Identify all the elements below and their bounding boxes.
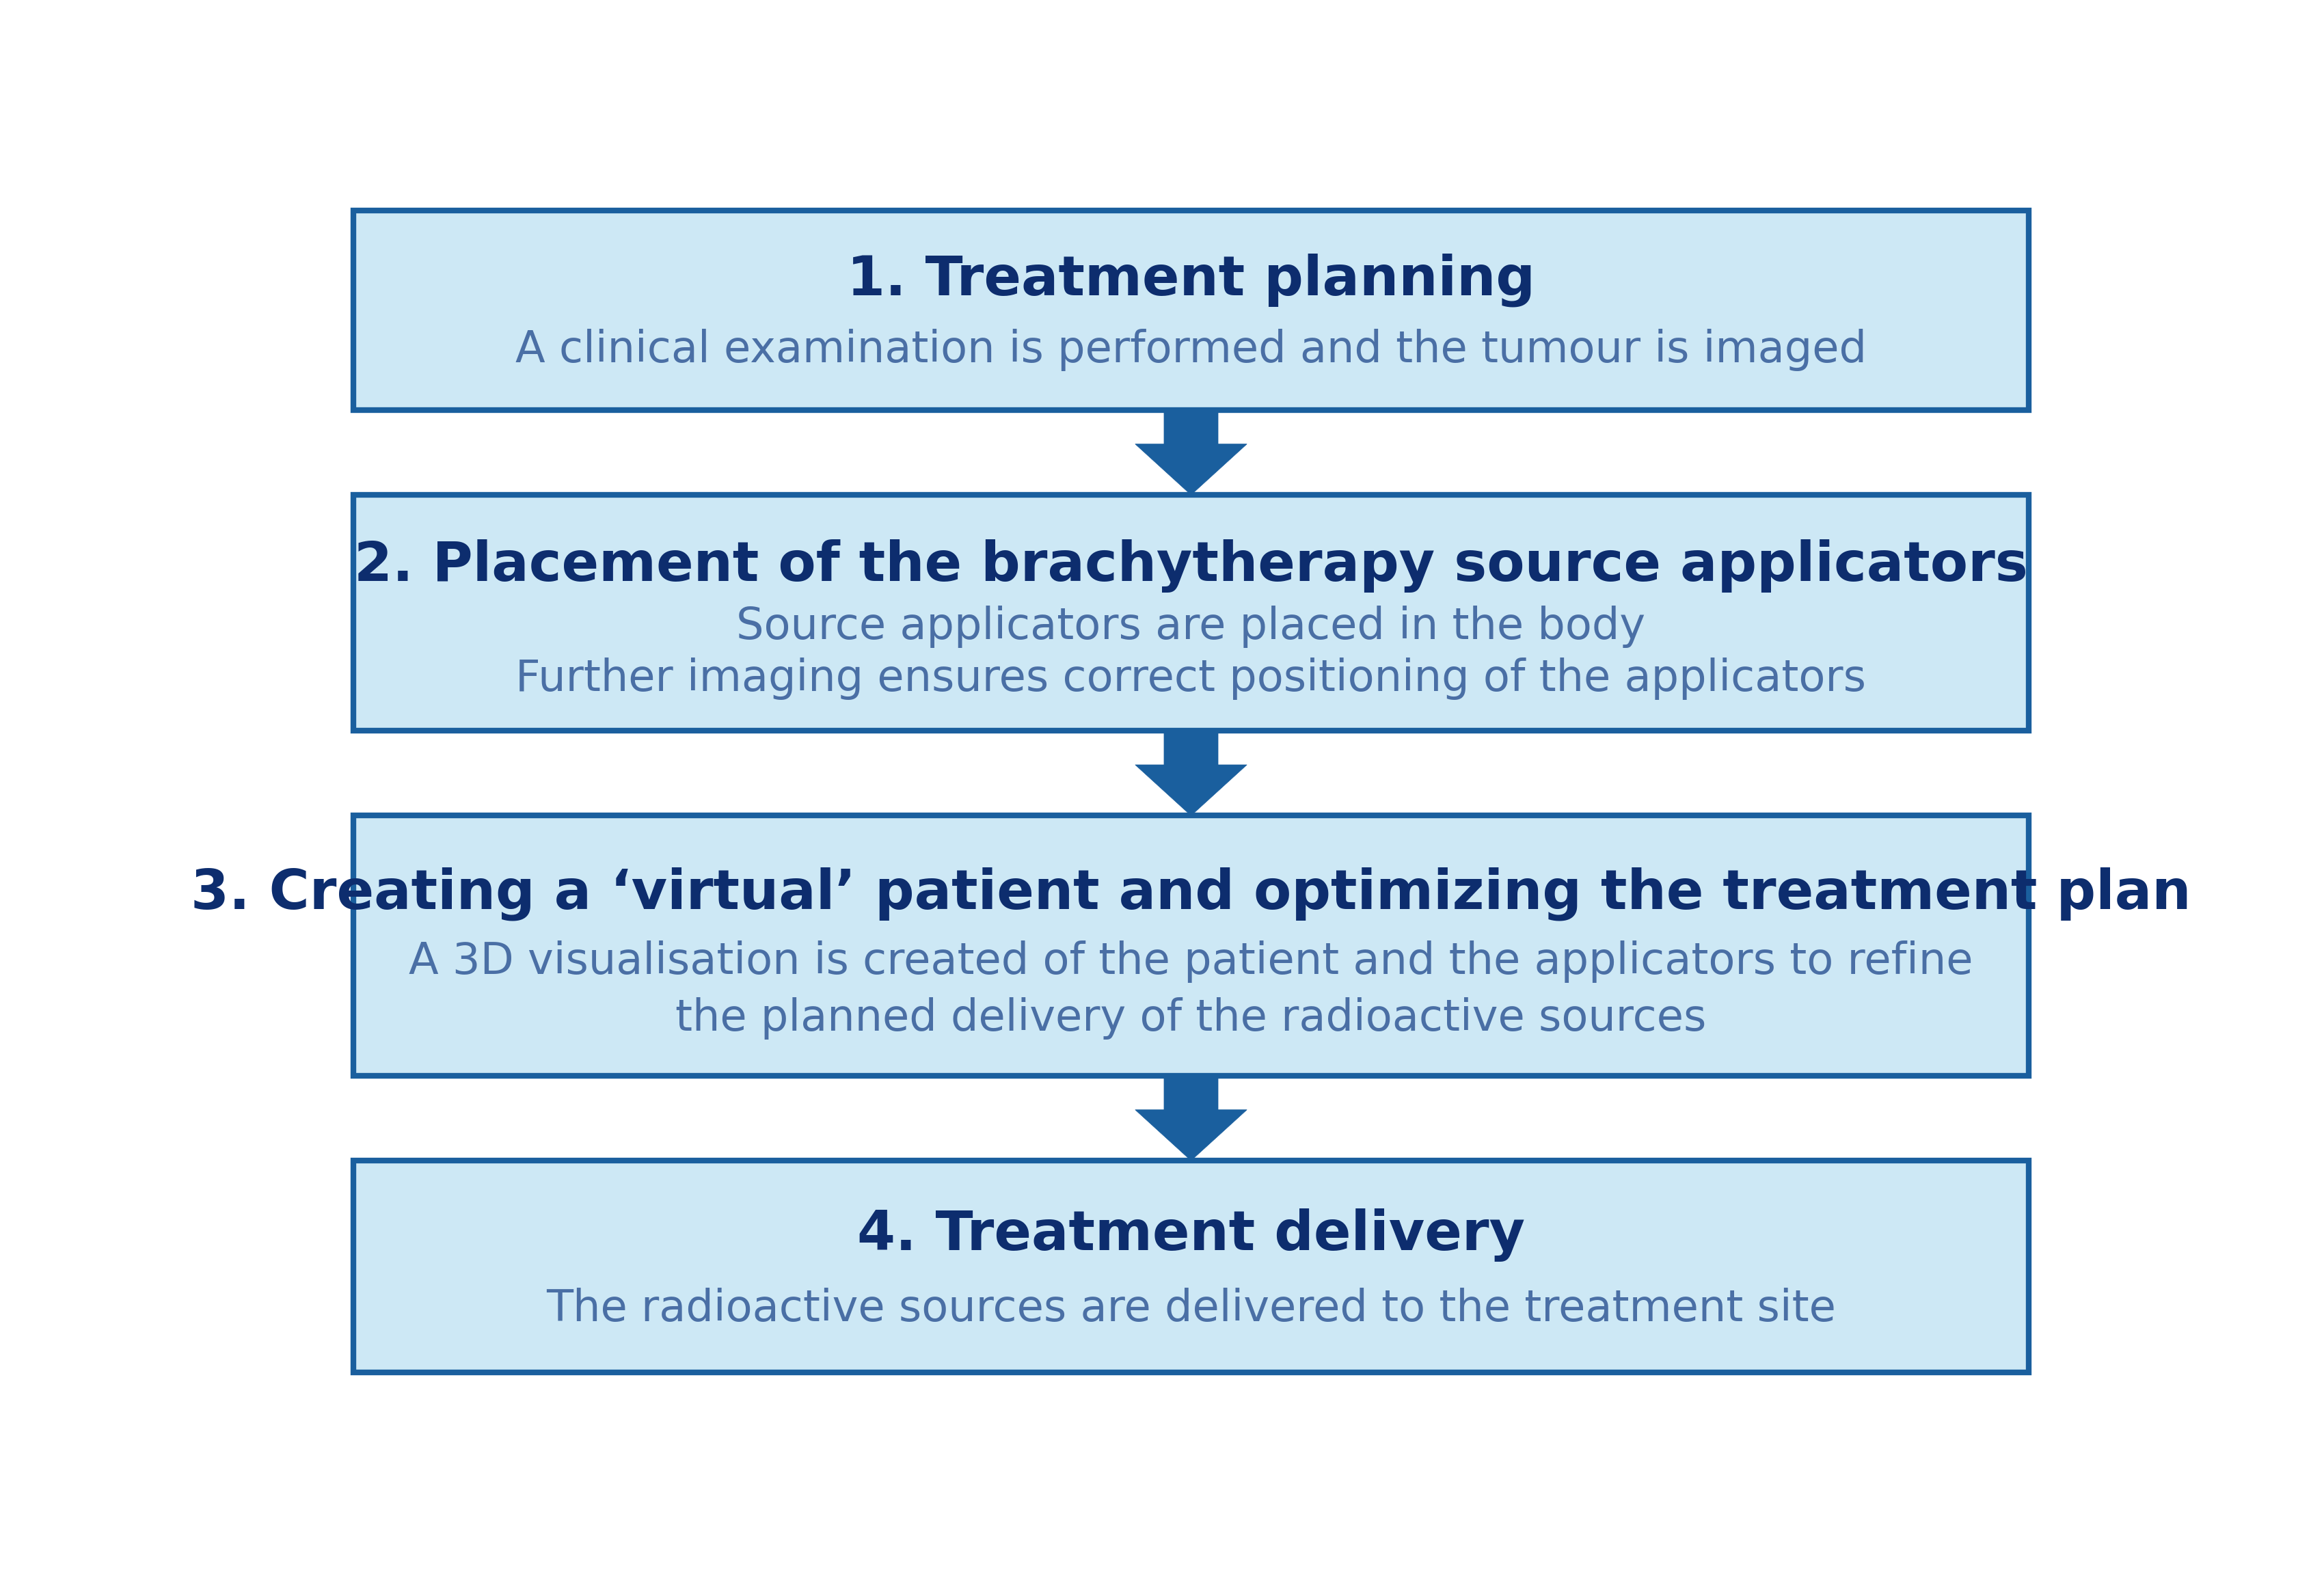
Text: the planned delivery of the radioactive sources: the planned delivery of the radioactive … <box>676 998 1706 1039</box>
Text: Further imaging ensures correct positioning of the applicators: Further imaging ensures correct position… <box>516 657 1866 700</box>
FancyBboxPatch shape <box>353 816 2029 1075</box>
Text: The radioactive sources are delivered to the treatment site: The radioactive sources are delivered to… <box>546 1287 1836 1330</box>
Text: A 3D visualisation is created of the patient and the applicators to refine: A 3D visualisation is created of the pat… <box>409 940 1973 982</box>
Text: 4. Treatment delivery: 4. Treatment delivery <box>858 1209 1525 1261</box>
FancyBboxPatch shape <box>353 1160 2029 1372</box>
Polygon shape <box>1134 410 1248 495</box>
Text: 1. Treatment planning: 1. Treatment planning <box>846 253 1536 307</box>
Text: A clinical examination is performed and the tumour is imaged: A clinical examination is performed and … <box>516 329 1866 371</box>
Polygon shape <box>1134 1075 1248 1160</box>
Text: 3. Creating a ‘virtual’ patient and optimizing the treatment plan: 3. Creating a ‘virtual’ patient and opti… <box>191 866 2192 921</box>
FancyBboxPatch shape <box>353 495 2029 731</box>
Polygon shape <box>1134 731 1248 816</box>
Text: Source applicators are placed in the body: Source applicators are placed in the bod… <box>737 605 1645 648</box>
Text: 2. Placement of the brachytherapy source applicators: 2. Placement of the brachytherapy source… <box>353 539 2029 593</box>
FancyBboxPatch shape <box>353 211 2029 410</box>
